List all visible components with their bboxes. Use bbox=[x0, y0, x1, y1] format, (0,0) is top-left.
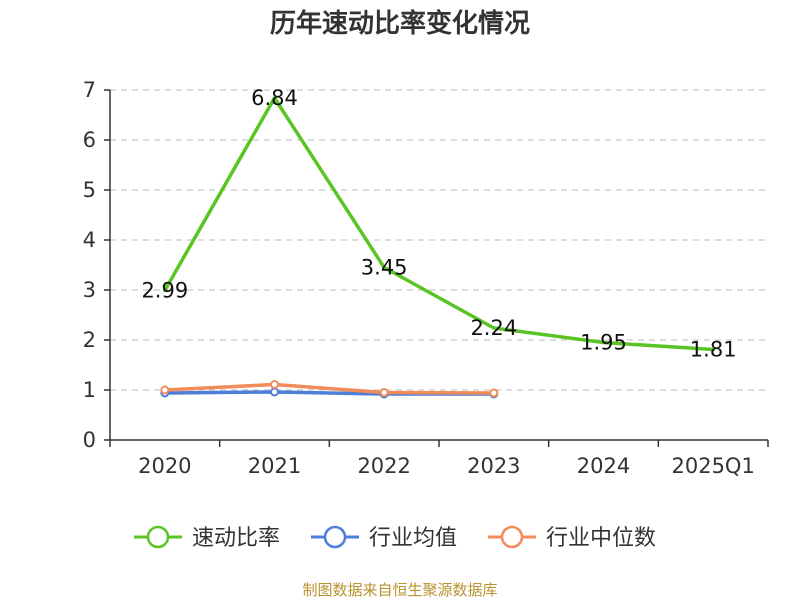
y-tick-label: 2 bbox=[83, 328, 96, 352]
legend-swatch-marker bbox=[146, 525, 170, 549]
x-tick-label: 2022 bbox=[357, 454, 410, 478]
data-label: 1.81 bbox=[690, 338, 737, 362]
series-point bbox=[270, 380, 279, 389]
x-tick-label: 2024 bbox=[577, 454, 630, 478]
data-label: 6.84 bbox=[251, 86, 298, 110]
data-label: 2.24 bbox=[470, 316, 517, 340]
source-note: 制图数据来自恒生聚源数据库 bbox=[302, 581, 497, 599]
x-tick-label: 2023 bbox=[467, 454, 520, 478]
data-label: 2.99 bbox=[141, 279, 188, 303]
legend: 速动比率 行业均值 行业中位数 bbox=[134, 525, 656, 551]
series-line bbox=[163, 96, 715, 352]
series-point bbox=[160, 385, 170, 395]
series-point bbox=[270, 387, 279, 397]
series-layer bbox=[160, 96, 715, 399]
legend-label: 速动比率 bbox=[192, 526, 280, 551]
data-labels: 2.99 6.84 3.45 2.24 1.95 1.81 bbox=[141, 86, 736, 362]
legend-swatch-marker bbox=[323, 525, 347, 549]
axes: 0 1 2 3 4 5 6 7 2020 2021 2022 2023 2024 2025Q1 bbox=[83, 78, 769, 478]
x-tick-label: 2021 bbox=[248, 454, 301, 478]
y-tick-label: 1 bbox=[83, 378, 96, 402]
x-tick-label: 2025Q1 bbox=[671, 454, 754, 478]
y-tick-label: 5 bbox=[83, 178, 96, 202]
data-label: 1.95 bbox=[580, 331, 627, 355]
legend-label: 行业中位数 bbox=[546, 526, 656, 551]
y-tick-label: 7 bbox=[83, 78, 96, 102]
y-tick-label: 4 bbox=[83, 228, 96, 252]
y-tick-label: 3 bbox=[83, 278, 96, 302]
chart-title: 历年速动比率变化情况 bbox=[270, 8, 530, 39]
series-line bbox=[163, 382, 496, 395]
series-point bbox=[489, 388, 499, 398]
legend-swatch-marker bbox=[500, 525, 524, 549]
y-tick-label: 6 bbox=[83, 128, 96, 152]
data-label: 3.45 bbox=[361, 256, 408, 280]
legend-label: 行业均值 bbox=[369, 526, 457, 551]
x-tick-label: 2020 bbox=[138, 454, 191, 478]
series-point bbox=[379, 388, 389, 397]
y-tick-label: 0 bbox=[83, 428, 96, 452]
